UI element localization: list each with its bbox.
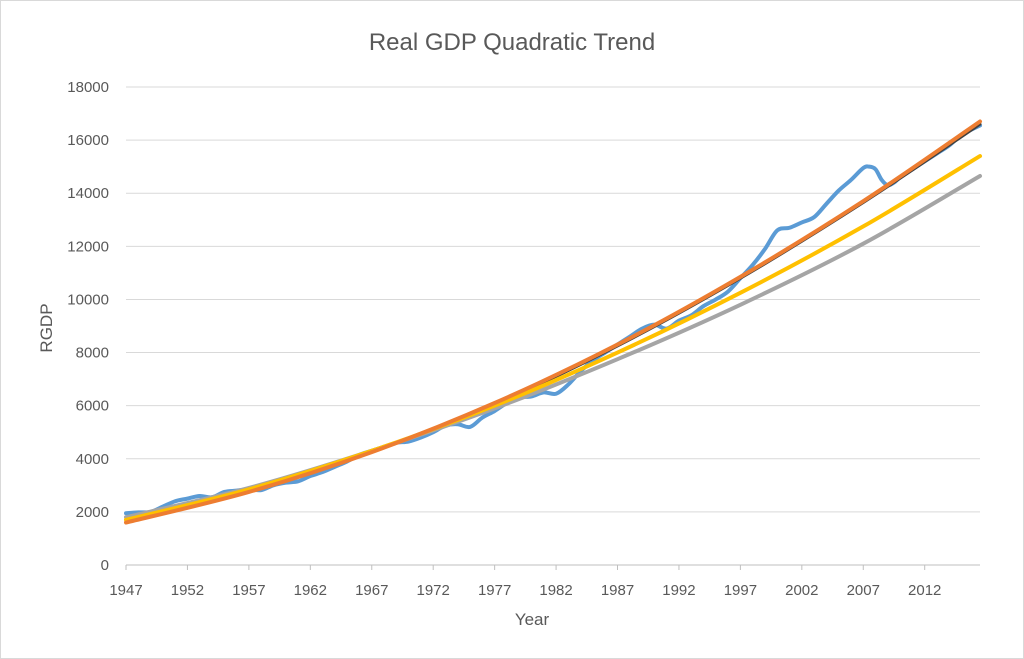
y-tick-label: 0 xyxy=(101,557,109,574)
y-tick-label: 8000 xyxy=(76,345,109,362)
y-tick-label: 2000 xyxy=(76,504,109,521)
series-group xyxy=(124,119,982,525)
y-tick-label: 18000 xyxy=(67,79,109,96)
x-tick-label: 1982 xyxy=(539,582,572,599)
series-line-5 xyxy=(124,119,982,525)
y-tick-label: 4000 xyxy=(76,451,109,468)
y-tick-label: 16000 xyxy=(67,132,109,149)
x-tick-label: 1957 xyxy=(232,582,265,599)
series-line-3 xyxy=(124,173,982,520)
x-tick-label: 1992 xyxy=(662,582,695,599)
x-tick-label: 1977 xyxy=(478,582,511,599)
y-tick-label: 14000 xyxy=(67,185,109,202)
x-tick-label: 2002 xyxy=(785,582,818,599)
x-tick-label: 1952 xyxy=(171,582,204,599)
y-tick-label: 6000 xyxy=(76,398,109,415)
x-tick-label: 1987 xyxy=(601,582,634,599)
x-tick-label: 1962 xyxy=(294,582,327,599)
y-axis-ticks: 0 2000 4000 6000 8000 10000 12000 14000 16000 180… xyxy=(67,79,109,574)
gridlines xyxy=(126,86,980,513)
series-line-4 xyxy=(124,154,982,522)
series-line-1 xyxy=(124,123,982,516)
x-tick-label: 1947 xyxy=(109,582,142,599)
x-tick-label: 1967 xyxy=(355,582,388,599)
x-tick-label: 2012 xyxy=(908,582,941,599)
y-axis-label: RGDP xyxy=(37,303,56,352)
x-tick-label: 1972 xyxy=(417,582,450,599)
y-tick-label: 10000 xyxy=(67,291,109,308)
series-line-2 xyxy=(124,122,982,525)
x-tick-label: 2007 xyxy=(847,582,880,599)
x-tick-label: 1997 xyxy=(724,582,757,599)
chart-title: Real GDP Quadratic Trend xyxy=(369,29,655,56)
y-tick-label: 12000 xyxy=(67,238,109,255)
x-axis-ticks: 1947 1952 1957 1962 1967 1972 1977 1982 1987 1992… xyxy=(109,565,941,599)
x-axis-label: Year xyxy=(515,610,550,629)
